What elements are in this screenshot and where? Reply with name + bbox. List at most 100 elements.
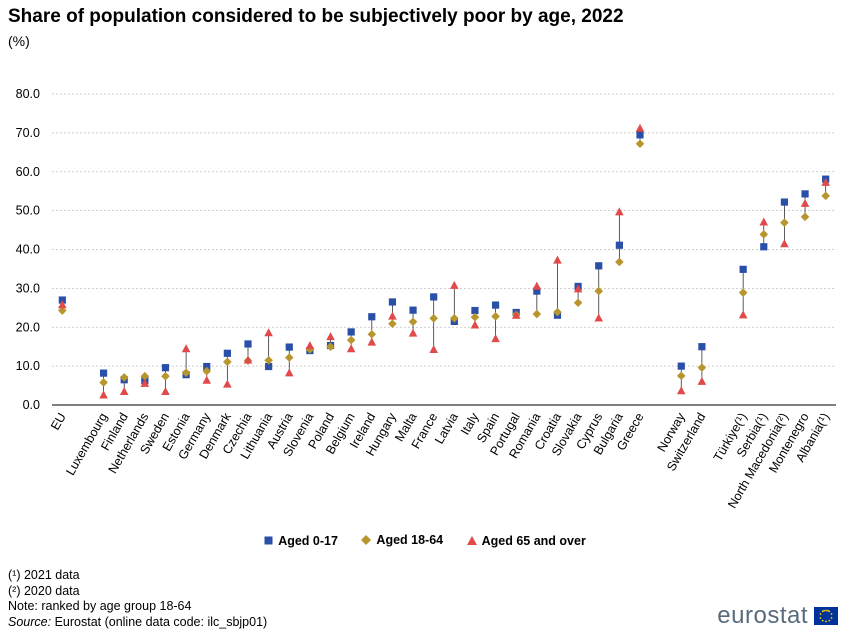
marker-aged-0-17[interactable] bbox=[265, 362, 273, 371]
marker-aged-18-64[interactable] bbox=[821, 191, 830, 201]
marker-aged-65-over[interactable] bbox=[759, 217, 769, 226]
marker-aged-18-64[interactable] bbox=[491, 312, 500, 321]
connector-layer bbox=[61, 128, 827, 396]
marker-aged-65-over[interactable] bbox=[553, 255, 562, 264]
marker-aged-65-over[interactable] bbox=[161, 386, 170, 395]
legend-item-aged-18-64[interactable]: Aged 18-64 bbox=[361, 533, 443, 547]
marker-aged-65-over[interactable] bbox=[780, 239, 789, 248]
marker-aged-18-64[interactable] bbox=[140, 371, 150, 381]
marker-aged-65-over[interactable] bbox=[58, 300, 67, 309]
marker-aged-18-64[interactable] bbox=[202, 366, 212, 376]
marker-aged-18-64[interactable] bbox=[181, 368, 191, 378]
x-tick-label: EU bbox=[48, 411, 69, 433]
marker-aged-0-17[interactable] bbox=[223, 349, 231, 357]
marker-aged-65-over[interactable] bbox=[635, 123, 645, 132]
marker-aged-18-64[interactable] bbox=[429, 314, 438, 323]
marker-aged-18-64[interactable] bbox=[161, 371, 170, 381]
marker-aged-0-17[interactable] bbox=[203, 362, 211, 371]
marker-aged-0-17[interactable] bbox=[615, 241, 623, 249]
marker-aged-0-17[interactable] bbox=[161, 364, 170, 372]
marker-aged-18-64[interactable] bbox=[326, 342, 335, 351]
marker-aged-65-over[interactable] bbox=[181, 344, 191, 353]
marker-aged-65-over[interactable] bbox=[676, 386, 686, 395]
marker-aged-65-over[interactable] bbox=[305, 341, 315, 350]
marker-aged-0-17[interactable] bbox=[595, 262, 603, 270]
marker-aged-65-over[interactable] bbox=[243, 355, 253, 364]
marker-aged-65-over[interactable] bbox=[284, 368, 294, 377]
marker-aged-18-64[interactable] bbox=[635, 139, 645, 149]
marker-aged-18-64[interactable] bbox=[388, 319, 397, 329]
marker-aged-65-over[interactable] bbox=[202, 375, 212, 384]
marker-aged-65-over[interactable] bbox=[388, 311, 397, 320]
marker-aged-65-over[interactable] bbox=[119, 386, 129, 395]
marker-aged-0-17[interactable] bbox=[801, 190, 809, 198]
marker-aged-18-64[interactable] bbox=[119, 373, 129, 382]
marker-aged-65-over[interactable] bbox=[450, 280, 459, 289]
marker-aged-18-64[interactable] bbox=[264, 355, 273, 365]
marker-aged-0-17[interactable] bbox=[739, 265, 747, 273]
marker-aged-65-over[interactable] bbox=[738, 310, 748, 319]
marker-aged-0-17[interactable] bbox=[698, 343, 706, 351]
marker-aged-18-64[interactable] bbox=[780, 218, 789, 227]
marker-aged-0-17[interactable] bbox=[533, 287, 541, 295]
marker-aged-0-17[interactable] bbox=[99, 369, 108, 377]
marker-aged-65-over[interactable] bbox=[223, 379, 232, 388]
marker-aged-65-over[interactable] bbox=[367, 337, 377, 346]
marker-aged-18-64[interactable] bbox=[99, 378, 108, 387]
grid-layer bbox=[52, 93, 836, 406]
marker-aged-0-17[interactable] bbox=[491, 301, 500, 309]
marker-aged-0-17[interactable] bbox=[760, 243, 768, 251]
marker-aged-18-64[interactable] bbox=[408, 317, 418, 327]
legend-item-aged-65-over[interactable]: Aged 65 and over bbox=[466, 534, 586, 548]
marker-aged-18-64[interactable] bbox=[346, 335, 356, 345]
marker-aged-65-over[interactable] bbox=[140, 378, 150, 387]
marker-aged-65-over[interactable] bbox=[346, 344, 356, 353]
marker-aged-0-17[interactable] bbox=[430, 293, 438, 301]
marker-aged-0-17[interactable] bbox=[58, 296, 66, 304]
marker-aged-65-over[interactable] bbox=[532, 281, 542, 290]
marker-aged-18-64[interactable] bbox=[594, 286, 604, 296]
marker-aged-18-64[interactable] bbox=[450, 314, 459, 323]
marker-aged-18-64[interactable] bbox=[284, 353, 294, 362]
marker-aged-0-17[interactable] bbox=[347, 328, 355, 336]
marker-aged-65-over[interactable] bbox=[429, 344, 438, 353]
marker-aged-65-over[interactable] bbox=[697, 376, 707, 385]
marker-aged-65-over[interactable] bbox=[326, 332, 335, 341]
marker-layer bbox=[58, 123, 830, 399]
marker-aged-65-over[interactable] bbox=[99, 390, 108, 399]
marker-aged-65-over[interactable] bbox=[573, 284, 583, 293]
marker-aged-65-over[interactable] bbox=[470, 320, 480, 329]
marker-aged-18-64[interactable] bbox=[759, 230, 769, 239]
marker-aged-0-17[interactable] bbox=[244, 340, 252, 348]
chart-title: Share of population considered to be sub… bbox=[8, 6, 624, 27]
marker-aged-65-over[interactable] bbox=[615, 207, 624, 216]
marker-aged-18-64[interactable] bbox=[470, 312, 480, 322]
marker-aged-18-64[interactable] bbox=[573, 298, 583, 308]
marker-aged-0-17[interactable] bbox=[471, 306, 479, 315]
marker-aged-65-over[interactable] bbox=[821, 177, 830, 186]
marker-aged-65-over[interactable] bbox=[408, 328, 418, 337]
marker-aged-18-64[interactable] bbox=[58, 306, 67, 315]
marker-aged-18-64[interactable] bbox=[223, 357, 232, 367]
marker-aged-18-64[interactable] bbox=[367, 329, 377, 339]
marker-aged-18-64[interactable] bbox=[615, 257, 624, 267]
marker-aged-0-17[interactable] bbox=[285, 343, 293, 351]
marker-aged-18-64[interactable] bbox=[697, 363, 707, 372]
marker-aged-65-over[interactable] bbox=[800, 198, 810, 207]
legend-item-aged-0-17[interactable]: Aged 0-17 bbox=[264, 534, 338, 548]
marker-aged-65-over[interactable] bbox=[264, 328, 273, 337]
marker-aged-18-64[interactable] bbox=[800, 212, 810, 222]
marker-aged-0-17[interactable] bbox=[368, 313, 376, 321]
marker-aged-0-17[interactable] bbox=[636, 131, 644, 139]
marker-aged-0-17[interactable] bbox=[677, 362, 685, 370]
marker-aged-65-over[interactable] bbox=[491, 334, 500, 343]
marker-aged-18-64[interactable] bbox=[553, 307, 562, 317]
marker-aged-18-64[interactable] bbox=[738, 288, 748, 297]
marker-aged-0-17[interactable] bbox=[409, 306, 417, 314]
marker-aged-0-17[interactable] bbox=[388, 298, 397, 306]
marker-aged-0-17[interactable] bbox=[780, 198, 789, 206]
marker-aged-18-64[interactable] bbox=[532, 309, 542, 319]
marker-aged-65-over[interactable] bbox=[511, 310, 521, 319]
marker-aged-18-64[interactable] bbox=[676, 371, 686, 381]
marker-aged-65-over[interactable] bbox=[594, 313, 604, 322]
